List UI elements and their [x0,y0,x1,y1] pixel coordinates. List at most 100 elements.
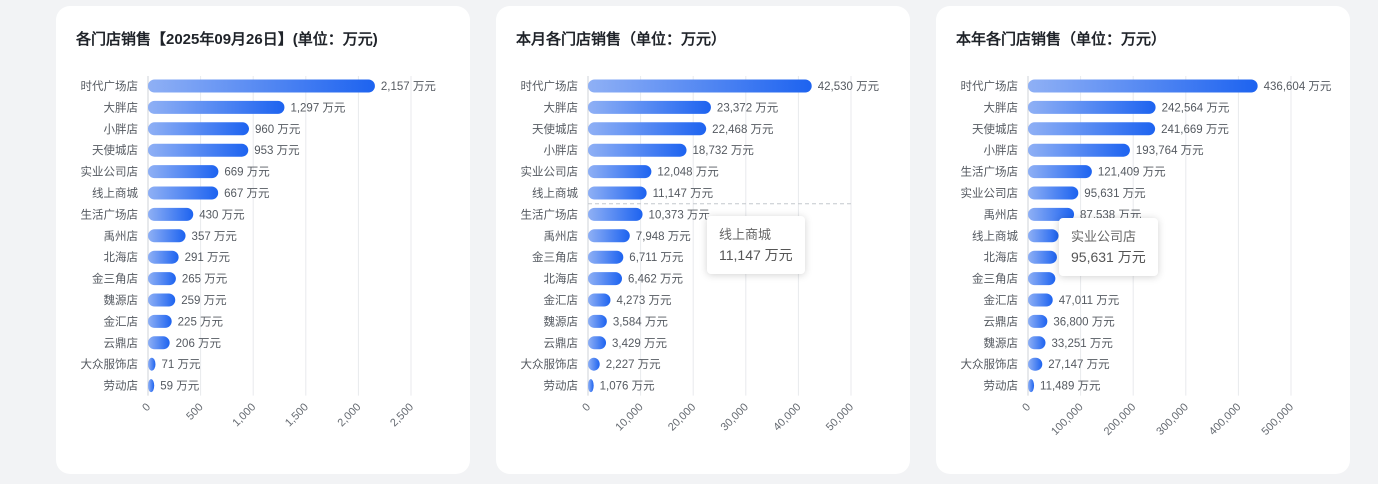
bar[interactable] [148,79,375,93]
bar-value-label: 960 万元 [255,124,301,136]
bar-value-label: 2,227 万元 [606,359,661,371]
category-label: 魏源店 [104,293,139,307]
bar[interactable] [148,336,170,350]
bar[interactable] [1028,207,1075,221]
bar[interactable] [1028,229,1059,243]
bar[interactable] [1028,272,1056,286]
bar[interactable] [148,272,176,286]
chart-title: 本年各门店销售（单位：万元） [956,31,1167,48]
category-label: 北海店 [104,250,139,264]
category-label: 金汇店 [104,314,139,328]
bar[interactable] [148,379,155,393]
bar-value-label: 11,489 万元 [1040,381,1101,393]
bar[interactable] [588,336,607,350]
bar[interactable] [148,143,249,157]
bar[interactable] [588,314,607,328]
bar[interactable] [148,229,186,243]
category-label: 线上商城 [972,229,1018,243]
bar[interactable] [1028,100,1156,114]
bar[interactable] [588,272,622,286]
bar[interactable] [1028,357,1043,371]
bar-value-label: 193,764 万元 [1136,145,1204,157]
bar-value-label: 7,948 万元 [636,231,691,243]
bar-value-label: 430 万元 [199,209,245,221]
bar[interactable] [148,357,156,371]
bar-chart-svg: 0 100,000 200,000 300,000 400,000 500,000 时代广场… [961,76,1332,438]
x-tick-label: 400,000 [1207,401,1244,438]
category-label: 大胖店 [104,100,139,114]
bar[interactable] [148,314,172,328]
category-label: 大胖店 [984,100,1019,114]
chart-tooltip: 线上商城 11,147 万元 [707,216,805,274]
category-label: 时代广场店 [81,79,139,93]
bar-value-label: 2,157 万元 [381,81,436,93]
category-label: 金三角店 [92,272,138,286]
bar[interactable] [148,250,179,264]
bar-value-label: 18,732 万元 [693,145,755,157]
bar[interactable] [588,207,643,221]
bar[interactable] [588,165,652,179]
bar[interactable] [148,186,219,200]
bar[interactable] [148,100,285,114]
bar[interactable] [588,143,687,157]
bar[interactable] [1028,250,1057,264]
bar[interactable] [1028,336,1046,350]
bar-value-label: 6,711 万元 [629,252,684,264]
x-tick-label: 100,000 [1049,401,1086,438]
bar[interactable] [1028,165,1092,179]
bar-value-label: 4,273 万元 [616,295,671,307]
category-label: 北海店 [984,250,1019,264]
x-tick-label: 2,000 [336,401,364,429]
category-label: 金汇店 [984,293,1019,307]
bar-value-label: 242,564 万元 [1162,102,1230,114]
bar[interactable] [148,165,219,179]
category-label: 禹州店 [984,207,1019,221]
category-label: 时代广场店 [521,79,579,93]
bar-value-label: 3,584 万元 [613,316,668,328]
category-label: 实业公司店 [81,165,139,179]
bar[interactable] [588,293,611,307]
chart-tooltip: 实业公司店 95,631 万元 [1059,218,1158,276]
bar-value-label: 59 万元 [160,381,199,393]
chart-card-monthly: 本月各门店销售（单位：万元） 0 10,000 20,000 30,000 40,000… [496,6,910,474]
category-label: 魏源店 [984,336,1019,350]
bar[interactable] [588,250,624,264]
bar[interactable] [1028,314,1048,328]
category-label: 天使城店 [972,122,1018,136]
category-label: 大胖店 [544,100,579,114]
category-label: 小胖店 [104,122,139,136]
bar-value-label: 669 万元 [224,167,270,179]
bar-value-label: 1,076 万元 [600,381,655,393]
bar[interactable] [588,79,812,93]
bar[interactable] [1028,379,1035,393]
bar[interactable] [588,100,711,114]
x-tick-label: 20,000 [666,401,698,433]
bar[interactable] [588,229,630,243]
bar[interactable] [1028,186,1079,200]
bar-value-label: 206 万元 [176,338,222,350]
bar[interactable] [588,122,707,136]
category-label: 劳动店 [104,379,139,393]
bar[interactable] [588,379,594,393]
x-tick-label: 10,000 [613,401,645,433]
bar[interactable] [148,122,249,136]
category-label: 劳动店 [984,379,1019,393]
bar[interactable] [1028,143,1130,157]
category-label: 天使城店 [532,122,578,136]
x-tick-label: 30,000 [719,401,751,433]
bar-value-label: 667 万元 [224,188,270,200]
bar[interactable] [148,207,194,221]
category-label: 金三角店 [532,250,578,264]
bar[interactable] [588,186,647,200]
x-tick-label: 500 [184,401,205,422]
category-label: 生活广场店 [521,207,579,221]
bar[interactable] [1028,122,1156,136]
bar[interactable] [1028,293,1053,307]
category-label: 大众服饰店 [961,357,1019,371]
bar[interactable] [148,293,176,307]
bar[interactable] [1028,79,1258,93]
category-label: 云鼎店 [544,336,579,350]
category-label: 云鼎店 [104,336,139,350]
category-label: 线上商城 [92,186,138,200]
bar[interactable] [588,357,600,371]
